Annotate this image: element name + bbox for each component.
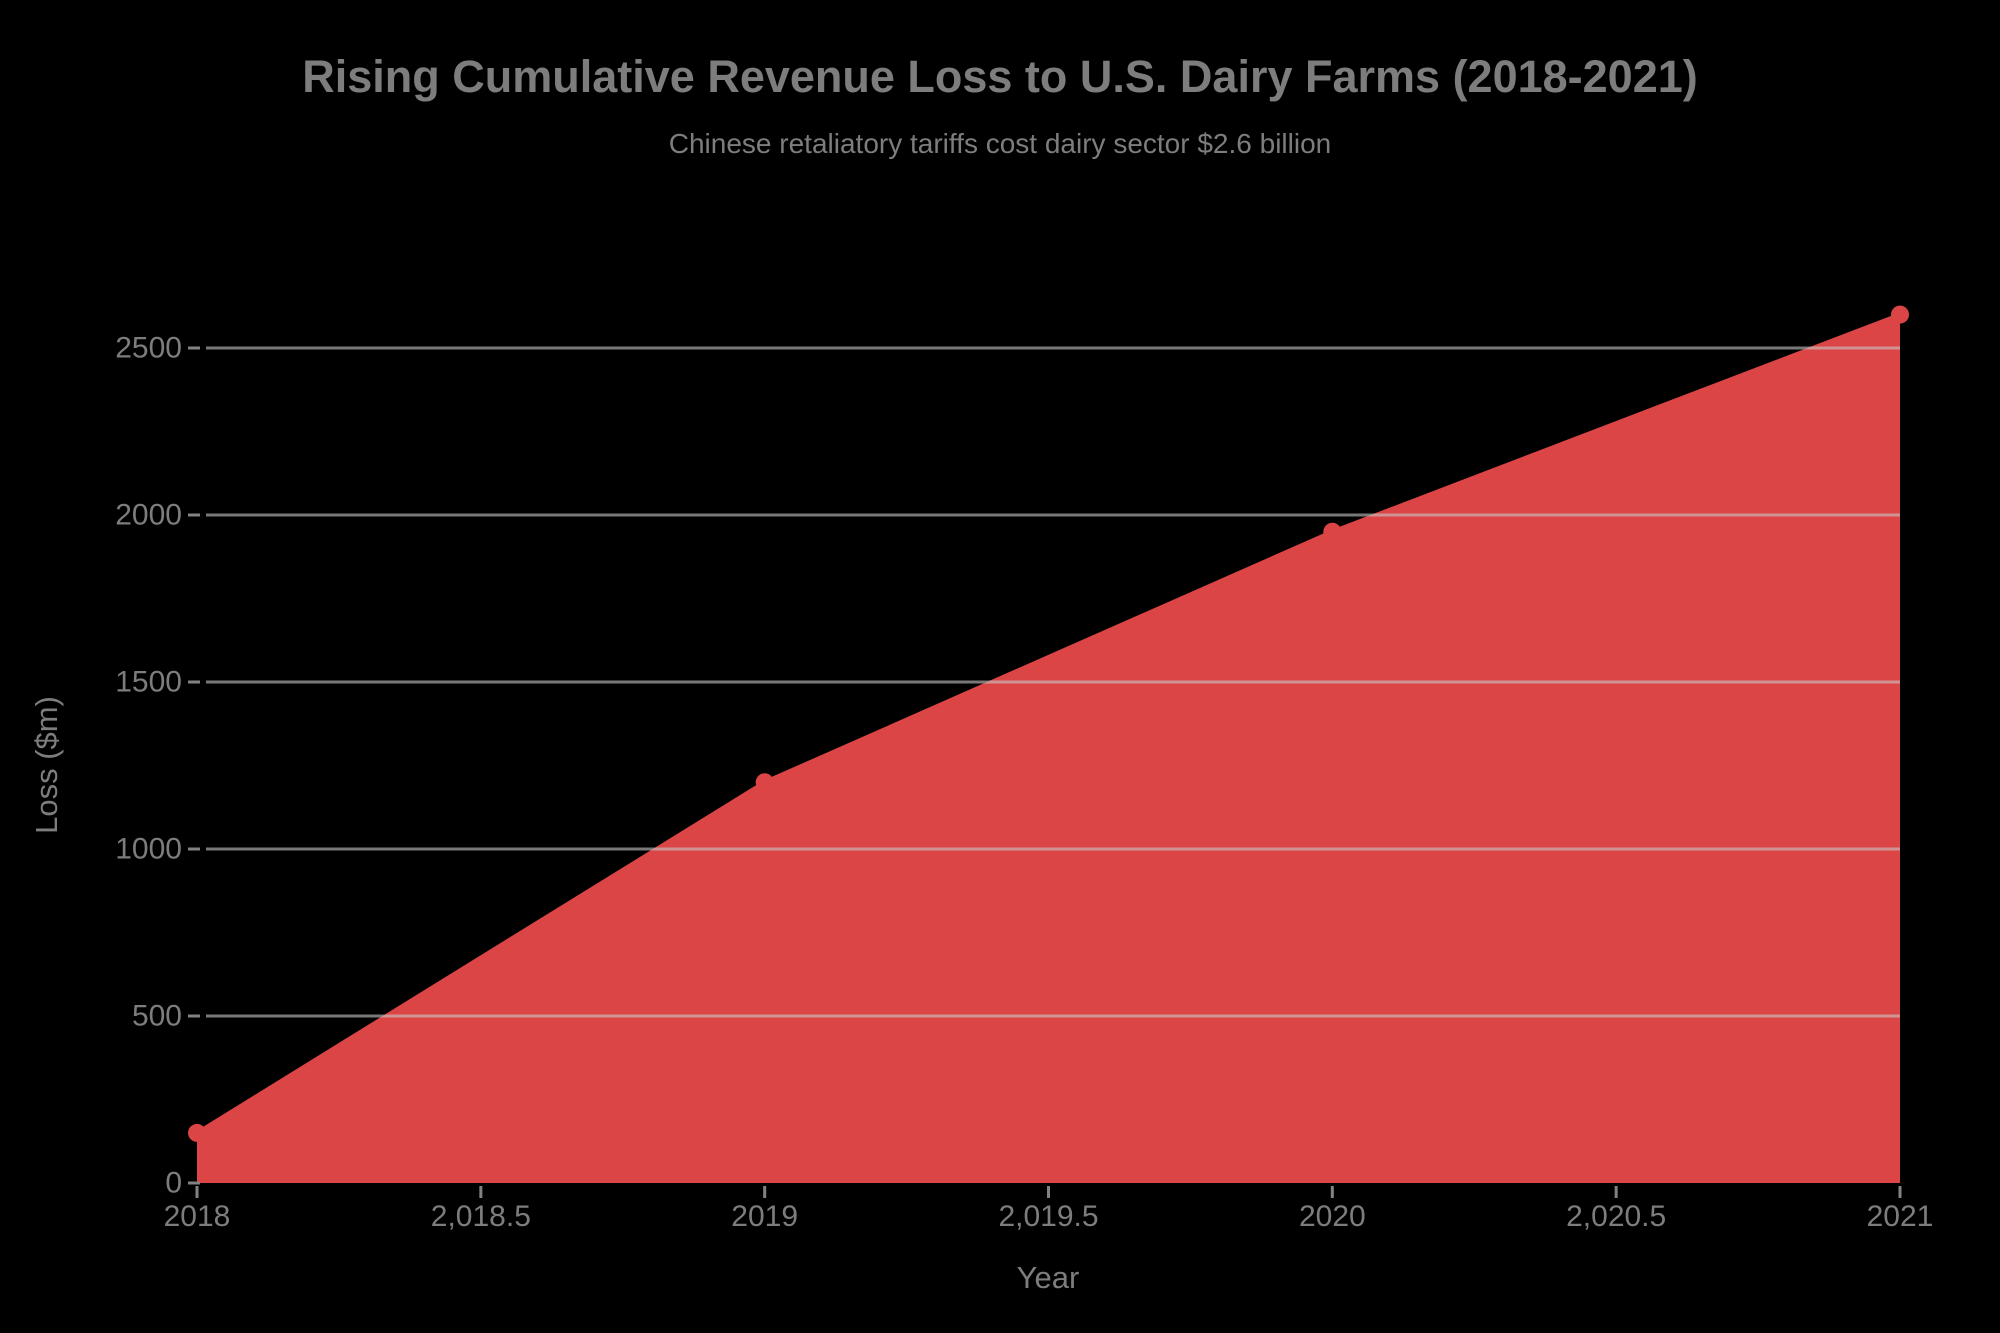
x-tick-label: 2,020.5 (1566, 1200, 1666, 1233)
data-point-marker (755, 773, 774, 792)
y-tick-label: 1500 (115, 666, 182, 699)
x-tick-label: 2018 (164, 1200, 231, 1233)
data-point-marker (188, 1123, 206, 1142)
x-tick-label: 2,019.5 (998, 1200, 1098, 1233)
x-tick-label: 2019 (731, 1200, 798, 1233)
y-axis-title: Loss ($m) (29, 696, 64, 834)
x-axis-title: Year (1017, 1260, 1080, 1295)
chart-title: Rising Cumulative Revenue Loss to U.S. D… (302, 51, 1697, 102)
data-point-marker (1323, 522, 1342, 541)
y-tick-label: 1000 (115, 833, 182, 866)
y-tick-label: 0 (165, 1167, 182, 1200)
y-tick-label: 2500 (115, 332, 182, 365)
y-tick-label: 500 (132, 1000, 182, 1033)
data-point-marker (1891, 305, 1909, 324)
x-tick-label: 2021 (1867, 1200, 1934, 1233)
y-tick-label: 2000 (115, 499, 182, 532)
x-tick-label: 2,018.5 (431, 1200, 531, 1233)
chart-subtitle: Chinese retaliatory tariffs cost dairy s… (669, 128, 1331, 159)
x-tick-label: 2020 (1299, 1200, 1366, 1233)
plot-area: 0 500 1000 1500 2000 2500 2018 2,018.5 2019 2,019… (115, 305, 1934, 1233)
area-fill (197, 314, 1900, 1184)
area-edge-line (195, 312, 1901, 1135)
